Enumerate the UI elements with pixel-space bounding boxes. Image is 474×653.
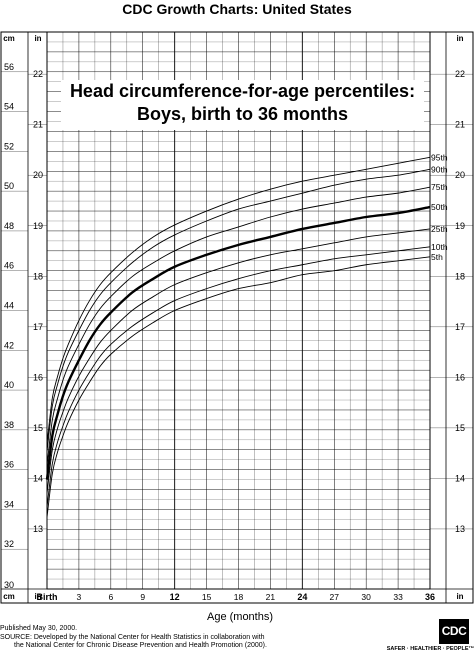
chart-series (45, 156, 431, 518)
y-tick-label-in-right: 14 (455, 473, 465, 483)
percentile-curve-5th (46, 256, 431, 518)
y-tick-label-in-right: 21 (455, 120, 465, 130)
y-tick-label-in-right: 19 (455, 221, 465, 231)
y-tick-label-in-right: 22 (455, 69, 465, 79)
y-tick-label-cm: 50 (4, 181, 14, 191)
y-unit-cm-top: cm (3, 34, 15, 43)
y-tick-label-in-left: 15 (33, 423, 43, 433)
y-tick-label-cm: 52 (4, 141, 14, 151)
y-tick-label-cm: 44 (4, 301, 14, 311)
x-tick-label: 21 (266, 592, 276, 602)
footer-note: Published May 30, 2000. SOURCE: Develope… (0, 625, 267, 651)
y-tick-label-cm: 34 (4, 499, 14, 509)
chart-title-box: Head circumference-for-age percentiles: … (61, 80, 424, 130)
chart-title-line-1: Head circumference-for-age percentiles: (69, 81, 416, 101)
y-tick-label-in-right: 18 (455, 271, 465, 281)
percentile-label-25th: 25th (431, 224, 448, 234)
y-unit-in-left-bottom: in (34, 592, 41, 601)
y-tick-label-in-right: 13 (455, 524, 465, 534)
y-unit-cm-bottom: cm (3, 592, 15, 601)
x-tick-label: 3 (77, 592, 82, 602)
footer-source-line-2: the National Center for Chronic Disease … (14, 642, 267, 650)
y-unit-in-right-top: in (456, 34, 463, 43)
x-tick-label: 27 (330, 592, 340, 602)
x-tick-label: Birth (37, 592, 58, 602)
y-tick-label-cm: 48 (4, 221, 14, 231)
y-tick-label-cm: 38 (4, 420, 14, 430)
percentile-label-5th: 5th (431, 252, 443, 262)
y-tick-label-cm: 32 (4, 539, 14, 549)
percentile-label-75th: 75th (431, 182, 448, 192)
x-axis-title: Age (months) (207, 611, 273, 623)
x-tick-label: 33 (393, 592, 403, 602)
cdc-logo: CDC SAFER · HEALTHIER · PEOPLE™ (381, 619, 474, 653)
y-tick-label-cm: 56 (4, 62, 14, 72)
y-tick-label-in-right: 20 (455, 170, 465, 180)
percentile-label-95th: 95th (431, 152, 448, 162)
x-tick-label: 24 (297, 592, 307, 602)
x-tick-label: 36 (425, 592, 435, 602)
y-unit-in-left-top: in (34, 34, 41, 43)
y-tick-label-in-right: 16 (455, 372, 465, 382)
y-tick-label-in-left: 17 (33, 322, 43, 332)
y-tick-label-in-right: 17 (455, 322, 465, 332)
x-tick-label: 18 (234, 592, 244, 602)
y-tick-label-in-left: 19 (33, 221, 43, 231)
y-tick-label-in-left: 21 (33, 120, 43, 130)
percentile-curve-95th (46, 156, 431, 444)
x-tick-label: 15 (202, 592, 212, 602)
percentile-curve-50th (45, 205, 431, 480)
percentile-curve-75th (46, 186, 431, 466)
y-tick-label-in-left: 22 (33, 69, 43, 79)
page-header-title: CDC Growth Charts: United States (122, 1, 352, 17)
y-tick-label-in-left: 18 (33, 271, 43, 281)
y-tick-label-cm: 40 (4, 380, 14, 390)
x-tick-label: 6 (108, 592, 113, 602)
y-tick-label-cm: 36 (4, 460, 14, 470)
y-tick-label-in-left: 20 (33, 170, 43, 180)
y-tick-label-in-right: 15 (455, 423, 465, 433)
percentile-label-10th: 10th (431, 242, 448, 252)
percentile-curve-90th (46, 168, 431, 452)
x-tick-label: 12 (170, 592, 180, 602)
y-tick-label-cm-bottom: 30 (4, 580, 14, 590)
y-tick-label-cm: 54 (4, 102, 14, 112)
percentile-label-90th: 90th (431, 164, 448, 174)
chart-title-line-2: Boys, birth to 36 months (136, 104, 349, 124)
footer-published: Published May 30, 2000. (0, 625, 78, 632)
y-tick-label-cm: 42 (4, 340, 14, 350)
cdc-logo-mark: CDC (439, 619, 469, 644)
percentile-curve-25th (46, 228, 431, 494)
percentile-label-50th: 50th (431, 202, 448, 212)
x-tick-label: 30 (361, 592, 371, 602)
cdc-logo-tagline: SAFER · HEALTHIER · PEOPLE™ (386, 646, 474, 652)
y-tick-label-in-left: 13 (33, 524, 43, 534)
y-tick-label-cm: 46 (4, 261, 14, 271)
x-tick-label: 9 (140, 592, 145, 602)
y-unit-in-right-bottom: in (456, 592, 463, 601)
footer-source-line-1: SOURCE: Developed by the National Center… (0, 633, 265, 641)
y-tick-label-in-left: 14 (33, 473, 43, 483)
y-tick-label-in-left: 16 (33, 372, 43, 382)
percentile-curve-10th (46, 246, 431, 508)
